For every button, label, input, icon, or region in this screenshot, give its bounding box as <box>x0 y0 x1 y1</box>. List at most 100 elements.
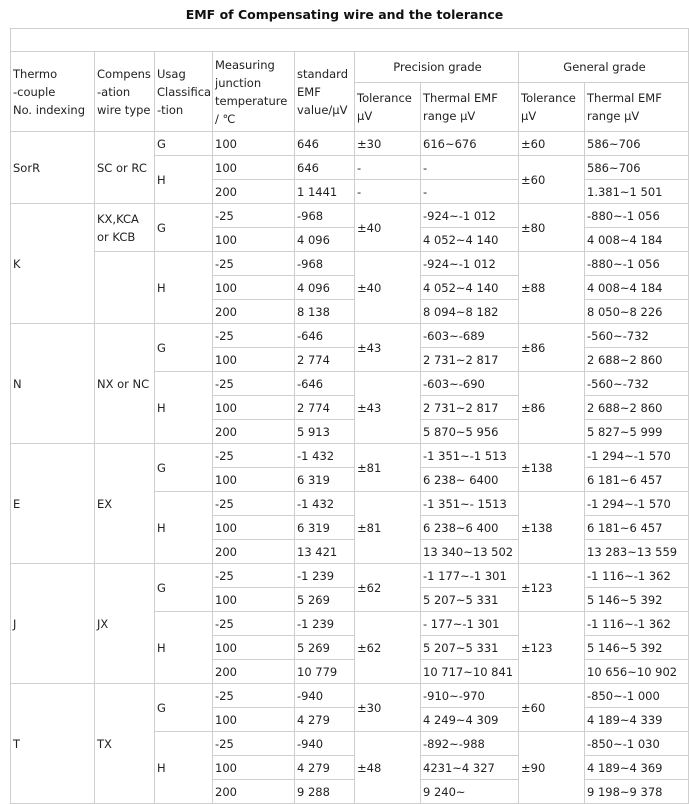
precision-tolerance-cell: - <box>354 179 421 204</box>
header-usage-classification: Usag Classifica -tion <box>154 51 213 132</box>
usage-class-cell: H <box>154 731 213 804</box>
general-tolerance-cell: ±123 <box>518 611 585 684</box>
table-row: 200 8 138 8 094~8 182 8 050~8 226 <box>11 299 689 324</box>
precision-range-cell: 616~676 <box>420 131 519 156</box>
precision-tolerance-cell: ±81 <box>354 491 421 564</box>
temperature-cell: -25 <box>212 251 295 276</box>
header-precision-tolerance: Tolerance μV <box>354 82 421 132</box>
general-range-cell: 2 688~2 860 <box>583 347 689 372</box>
thermocouple-cell: T <box>10 683 95 804</box>
wire-type-cell-empty <box>94 251 155 324</box>
standard-emf-cell: 646 <box>294 131 355 156</box>
temperature-cell: 100 <box>212 155 295 180</box>
precision-range-cell: -924~-1 012 <box>420 251 519 276</box>
header-precision-grade: Precision grade <box>354 51 519 83</box>
temperature-cell: 200 <box>212 299 295 324</box>
standard-emf-cell: 2 774 <box>294 347 355 372</box>
usage-class-cell: G <box>154 443 213 492</box>
usage-class-cell: H <box>154 371 213 444</box>
general-range-cell: 5 146~5 392 <box>583 587 689 612</box>
precision-tolerance-cell: ±48 <box>354 731 421 804</box>
standard-emf-cell: -940 <box>294 731 355 756</box>
general-range-cell: -560~-732 <box>583 371 689 396</box>
standard-emf-cell: 4 279 <box>294 755 355 780</box>
temperature-cell: -25 <box>212 371 295 396</box>
precision-range-cell: 8 094~8 182 <box>420 299 519 324</box>
precision-tolerance-cell: ±62 <box>354 563 421 612</box>
standard-emf-cell: 5 269 <box>294 587 355 612</box>
general-range-cell: 8 050~8 226 <box>583 299 689 324</box>
general-tolerance-cell: ±60 <box>518 155 585 204</box>
precision-range-cell: -892~-988 <box>420 731 519 756</box>
precision-range-cell: - <box>420 155 519 180</box>
temperature-cell: -25 <box>212 203 295 228</box>
precision-range-cell: -910~-970 <box>420 683 519 708</box>
wire-type-cell: NX or NC <box>94 323 155 444</box>
table-row: 100 6 319 6 238~6 400 6 181~6 457 <box>11 515 689 540</box>
table-row: SorR SC or RC G 100 646 ±30 616~676 ±60 586~706 <box>10 131 689 204</box>
standard-emf-cell: 5 269 <box>294 635 355 660</box>
general-range-cell: 586~706 <box>583 155 689 180</box>
temperature-cell: -25 <box>212 611 295 636</box>
temperature-cell: 200 <box>212 659 295 684</box>
general-tolerance-cell: ±138 <box>518 491 585 564</box>
usage-class-cell: G <box>154 563 213 612</box>
standard-emf-cell: -968 <box>294 203 355 228</box>
table-row: H -25 -1 239 ±62- 177~-1 301 ±123 -1 116~-1 3… <box>11 611 689 684</box>
general-range-cell: 586~706 <box>583 131 689 156</box>
standard-emf-cell: 9 288 <box>294 779 355 804</box>
temperature-cell: 100 <box>212 227 295 252</box>
table-row: H -25 -646 ±43 -603~-690 ±86 -560~-732 <box>11 371 689 444</box>
precision-range-cell: -1 351~- 1513 <box>420 491 519 516</box>
precision-range-cell: 2 731~2 817 <box>420 395 519 420</box>
standard-emf-cell: -1 239 <box>294 563 355 588</box>
precision-tolerance-cell: ±30 <box>354 131 421 156</box>
temperature-cell: 200 <box>212 539 295 564</box>
table-row: H 100 646- - ±60 586~706 <box>11 155 689 204</box>
thermocouple-cell: K <box>10 203 95 324</box>
precision-range-cell: - 177~-1 301 <box>420 611 519 636</box>
standard-emf-cell: 2 774 <box>294 395 355 420</box>
general-tolerance-cell: ±88 <box>518 251 585 324</box>
general-range-cell: 6 181~6 457 <box>583 467 689 492</box>
general-range-cell: -560~-732 <box>583 323 689 348</box>
precision-range-cell: 5 870~5 956 <box>420 419 519 444</box>
precision-range-cell: 5 207~5 331 <box>420 635 519 660</box>
standard-emf-cell: 6 319 <box>294 467 355 492</box>
precision-range-cell: -603~-690 <box>420 371 519 396</box>
general-range-cell: 2 688~2 860 <box>583 395 689 420</box>
wire-type-cell: JX <box>94 563 155 684</box>
table-row: 200 13 421 13 340~13 502 13 283~13 559 <box>11 539 689 564</box>
usage-class-cell: G <box>154 323 213 372</box>
precision-range-cell: -1 177~-1 301 <box>420 563 519 588</box>
header-wire-type: Compens -ation wire type <box>94 51 155 132</box>
table-top-strip <box>9 28 689 52</box>
precision-range-cell: 13 340~13 502 <box>420 539 519 564</box>
temperature-cell: 100 <box>212 635 295 660</box>
precision-range-cell: 4 052~4 140 <box>420 227 519 252</box>
general-range-cell: -880~-1 056 <box>583 251 689 276</box>
header-precision-range: Thermal EMF range μV <box>420 82 519 132</box>
temperature-cell: -25 <box>212 683 295 708</box>
temperature-cell: -25 <box>212 563 295 588</box>
precision-range-cell: -603~-689 <box>420 323 519 348</box>
precision-range-cell: 6 238~ 6400 <box>420 467 519 492</box>
standard-emf-cell: 5 913 <box>294 419 355 444</box>
temperature-cell: -25 <box>212 323 295 348</box>
precision-tolerance-cell: ±40 <box>354 251 421 324</box>
general-range-cell: 5 146~5 392 <box>583 635 689 660</box>
table-row: K KX,KCA or KCB G -25 -968 ±40 -924~-1 012 ±80-… <box>10 203 689 324</box>
table-row: T TX G -25 -940 ±30 -910~-970 ±60 -850~-1 000 <box>10 683 689 804</box>
table-row: J JX G -25 -1 239 ±62 -1 177~-1 301 ±123 -1 116~… <box>10 563 689 684</box>
emf-table: Thermo -couple No. indexing Compens -ati… <box>9 28 689 804</box>
general-range-cell: -1 294~-1 570 <box>583 443 689 468</box>
wire-type-cell: SC or RC <box>94 131 155 204</box>
table-row: H -25 -1 432 ±81 -1 351~- 1513 ±138 -1 294~-1 … <box>11 491 689 564</box>
precision-range-cell: 4 249~4 309 <box>420 707 519 732</box>
general-tolerance-cell: ±138 <box>518 443 585 492</box>
general-range-cell: 4 008~4 184 <box>583 275 689 300</box>
standard-emf-cell: -1 432 <box>294 491 355 516</box>
usage-class-cell: H <box>154 491 213 564</box>
thermocouple-cell: E <box>10 443 95 564</box>
precision-tolerance-cell: ±43 <box>354 371 421 444</box>
